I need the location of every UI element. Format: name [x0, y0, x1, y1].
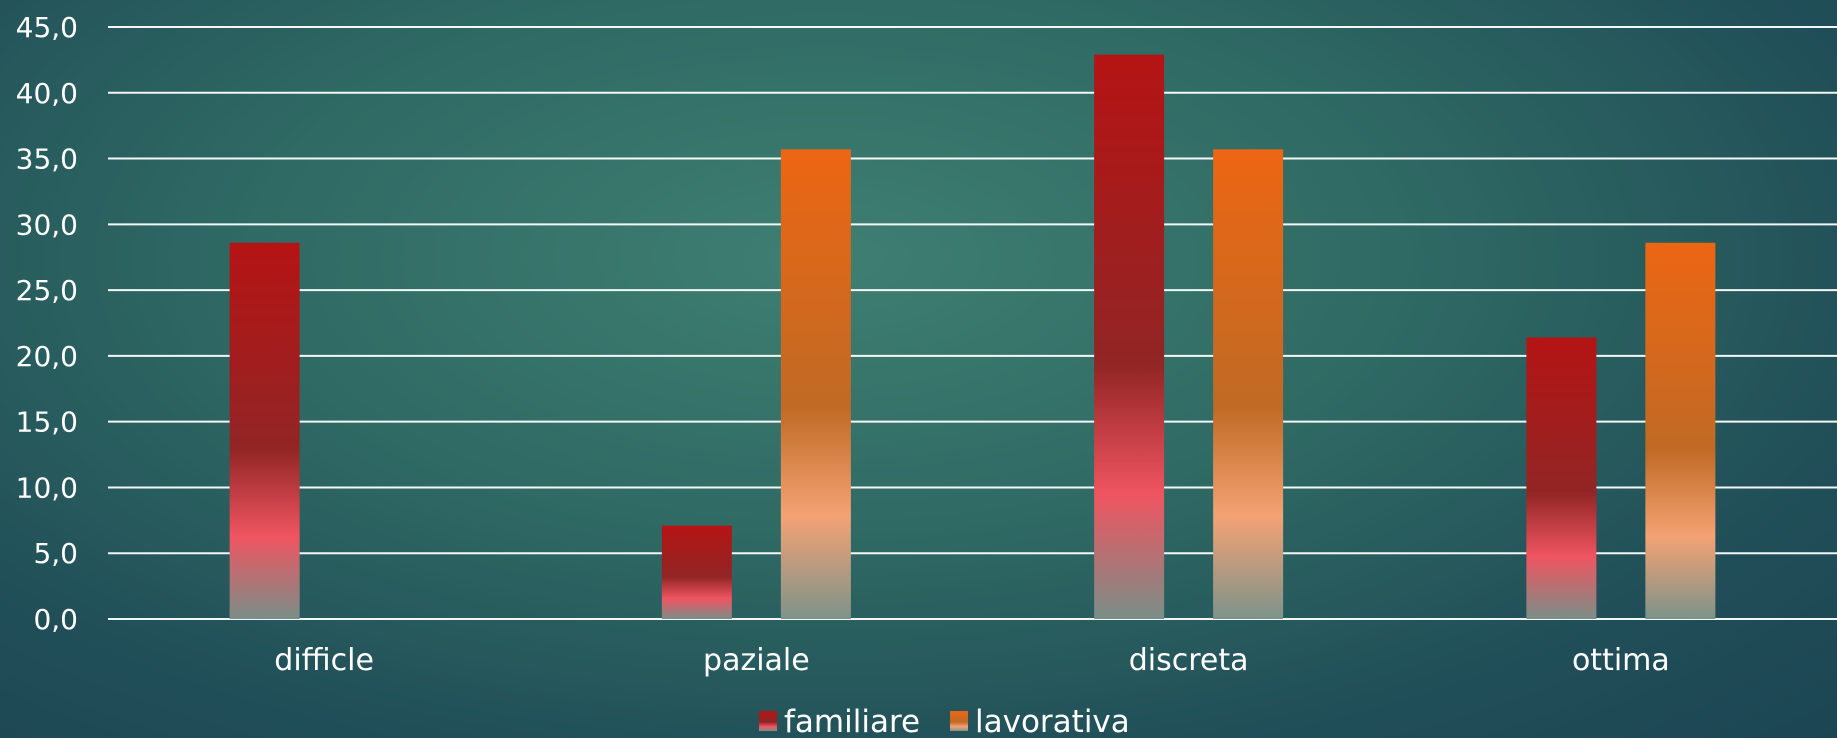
x-tick-label: difficle	[274, 643, 374, 678]
bar-familiare-ottima	[1526, 337, 1597, 619]
legend-label-familiare: familiare	[784, 704, 920, 738]
x-tick-label: discreta	[1129, 643, 1249, 678]
legend-label-lavorativa: lavorativa	[975, 704, 1130, 738]
y-tick-label: 30,0	[16, 208, 78, 241]
y-tick-label: 25,0	[16, 274, 78, 307]
x-axis: difficle paziale discreta ottima	[274, 643, 1670, 678]
legend: familiare lavorativa	[759, 704, 1130, 738]
y-tick-label: 45,0	[16, 11, 78, 44]
y-tick-label: 35,0	[16, 143, 78, 176]
bar-familiare-discreta	[1094, 54, 1165, 620]
bars	[229, 54, 1716, 620]
legend-swatch-lavorativa	[950, 711, 968, 731]
bar-familiare-paziale	[661, 525, 732, 619]
x-tick-label: paziale	[703, 643, 810, 678]
bar-lavorativa-paziale	[780, 149, 851, 619]
y-tick-label: 5,0	[33, 537, 78, 570]
y-tick-label: 40,0	[16, 77, 78, 110]
bar-lavorativa-discreta	[1213, 149, 1284, 619]
y-tick-label: 15,0	[16, 406, 78, 439]
legend-swatch-familiare	[759, 711, 777, 731]
y-tick-label: 20,0	[16, 340, 78, 373]
y-tick-label: 0,0	[33, 603, 78, 636]
bar-lavorativa-ottima	[1645, 242, 1716, 620]
bar-familiare-difficle	[229, 242, 300, 620]
y-axis: 0,0 5,0 10,0 15,0 20,0 25,0 30,0 35,0 40,0 45,0	[16, 11, 78, 636]
x-tick-label: ottima	[1572, 643, 1670, 678]
y-tick-label: 10,0	[16, 471, 78, 504]
gridlines	[108, 26, 1837, 620]
